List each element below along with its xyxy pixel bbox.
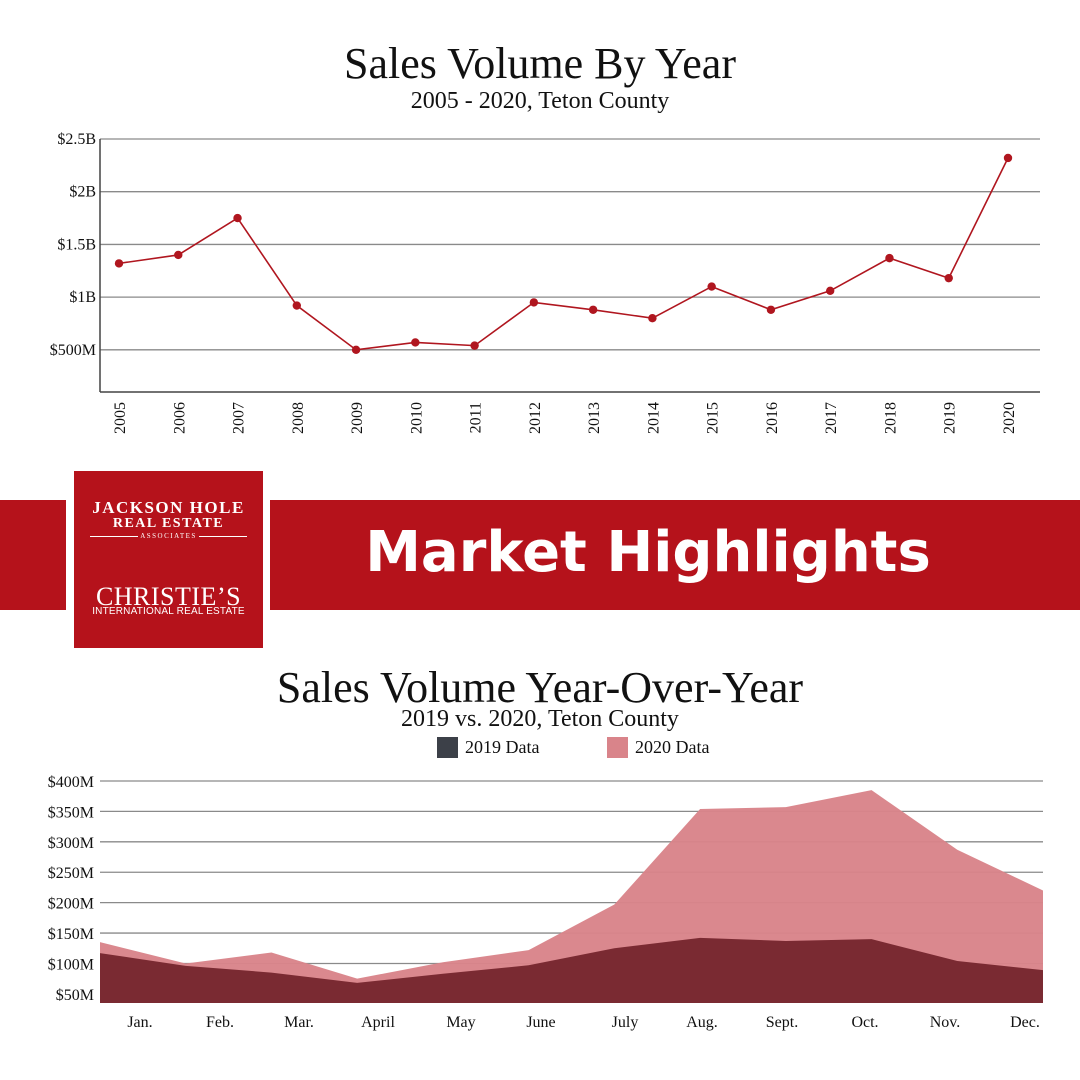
top-chart-subtitle: 2005 - 2020, Teton County — [410, 88, 670, 114]
legend-label-2019: 2019 Data — [465, 737, 540, 757]
x-tick-label: 2017 — [823, 402, 840, 434]
x-tick-label: 2018 — [882, 402, 899, 434]
data-point — [826, 286, 835, 295]
legend-swatch-2019 — [437, 737, 458, 758]
x-tick-label: 2009 — [349, 402, 366, 434]
area-2019 — [100, 937, 1043, 1003]
sales-by-year-chart: $500M $1B $1.5B $2B $2.5B 2005 2006 2007 2008 200… — [50, 131, 1040, 434]
data-point — [470, 341, 479, 350]
y-tick-label: $1B — [69, 289, 96, 306]
x-tick-label: May — [446, 1014, 475, 1031]
x-tick-label: 2007 — [231, 402, 248, 434]
data-point — [411, 338, 420, 347]
y-tick-label: $400M — [48, 774, 94, 791]
x-tick-label: 2012 — [527, 402, 544, 434]
x-tick-label: Jan. — [127, 1014, 152, 1031]
y-tick-label: $500M — [50, 342, 96, 359]
data-point — [944, 273, 953, 283]
banner-title: Market Highlights — [365, 520, 931, 585]
y-tick-label: $150M — [48, 926, 94, 943]
y-tick-label: $2B — [69, 184, 96, 201]
x-tick-label: Oct. — [851, 1014, 878, 1031]
y-tick-label: $100M — [48, 956, 94, 973]
x-tick-label: June — [526, 1014, 555, 1031]
data-point — [351, 345, 361, 355]
series-line — [118, 157, 1009, 351]
data-point — [707, 282, 716, 291]
x-tick-label: 2011 — [468, 402, 485, 433]
data-point — [114, 259, 124, 268]
logo-real-estate: REAL ESTATE — [112, 516, 225, 531]
logo-rule-right — [199, 536, 247, 537]
x-tick-label: Dec. — [1010, 1014, 1040, 1031]
banner-gap-right — [262, 500, 270, 610]
brand-logo: JACKSON HOLE REAL ESTATE ASSOCIATES CHRI… — [74, 471, 263, 648]
logo-christies: CHRISTIE’S — [95, 582, 242, 611]
x-tick-label: Aug. — [686, 1014, 718, 1031]
y-tick-label: $2.5B — [57, 131, 96, 148]
x-tick-label: Mar. — [284, 1014, 314, 1031]
x-tick-label: 2008 — [290, 402, 307, 434]
y-tick-label: $300M — [48, 835, 94, 852]
logo-associates: ASSOCIATES — [140, 532, 197, 540]
legend-swatch-2020 — [607, 737, 628, 758]
y-tick-label: $50M — [56, 987, 94, 1004]
bottom-chart-title: Sales Volume Year-Over-Year — [276, 663, 804, 712]
x-tick-label: 2015 — [705, 402, 722, 434]
y-tick-label: $350M — [48, 804, 94, 821]
x-tick-label: 2016 — [764, 402, 781, 434]
y-tick-label: $200M — [48, 896, 94, 913]
x-tick-label: Sept. — [766, 1014, 798, 1031]
x-tick-label: 2013 — [586, 402, 603, 434]
x-tick-label: 2019 — [942, 402, 959, 434]
x-tick-label: 2014 — [645, 402, 662, 434]
legend-label-2020: 2020 Data — [635, 737, 710, 757]
y-tick-label: $1.5B — [57, 236, 96, 253]
x-tick-label: 2005 — [112, 402, 129, 434]
data-point — [233, 213, 242, 223]
data-point — [648, 314, 657, 323]
x-tick-label: Nov. — [930, 1014, 961, 1031]
x-tick-label: 2006 — [171, 402, 188, 434]
data-point — [529, 298, 539, 307]
x-tick-label: 2010 — [408, 402, 425, 434]
x-tick-label: Feb. — [206, 1014, 234, 1031]
data-point — [1003, 153, 1013, 163]
x-tick-label: April — [361, 1014, 395, 1031]
data-point — [292, 301, 301, 310]
data-point — [885, 253, 894, 263]
top-chart-title: Sales Volume By Year — [344, 39, 736, 88]
data-point — [766, 305, 776, 314]
x-tick-label: 2020 — [1001, 402, 1018, 434]
bottom-chart-subtitle: 2019 vs. 2020, Teton County — [401, 706, 679, 732]
logo-rule-left — [90, 536, 138, 537]
logo-jackson-hole: JACKSON HOLE — [92, 498, 245, 517]
logo-international-real-estate: INTERNATIONAL REAL ESTATE — [92, 606, 245, 617]
banner-gap-left — [66, 500, 74, 610]
data-point — [588, 305, 598, 314]
data-point — [174, 250, 183, 260]
x-tick-label: July — [612, 1014, 639, 1031]
y-tick-label: $250M — [48, 865, 94, 882]
